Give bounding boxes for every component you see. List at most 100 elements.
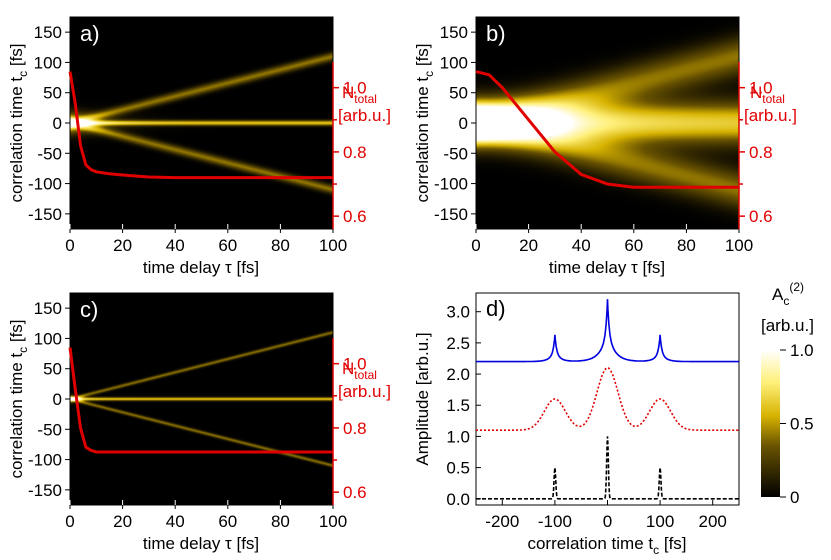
- n-total-curve-c: [68, 347, 333, 454]
- right-ticks-a: 1.0 0.8 0.6: [332, 61, 367, 229]
- y-tick-label: 1.0: [446, 427, 470, 446]
- y-ticks-c: 150 100 50 0 -50 -100 -150: [28, 299, 70, 500]
- right-axis-unit-c: [arb.u.]: [338, 382, 391, 401]
- x-tick-label: 100: [725, 236, 753, 255]
- right-axis-label-a: Ntotal: [342, 83, 377, 106]
- x-tick-label: 20: [519, 236, 538, 255]
- right-axis-unit-b: [arb.u.]: [744, 106, 797, 125]
- x-tick-label: 60: [624, 236, 643, 255]
- right-tick-label: 0.8: [343, 143, 367, 162]
- right-ticks-c: 1.0 0.8 0.6: [332, 337, 367, 505]
- right-tick-label: 0.8: [749, 143, 773, 162]
- y-tick-label: 100: [440, 53, 468, 72]
- x-ticks-b: 0 20 40 60 80 100: [471, 224, 753, 255]
- y-tick-label: -150: [28, 205, 62, 224]
- x-tick-label: 100: [319, 236, 347, 255]
- y-tick-label: 50: [43, 360, 62, 379]
- y-tick-label: 2.5: [446, 334, 470, 353]
- x-tick-label: 100: [646, 512, 674, 531]
- y-tick-label: -50: [37, 144, 62, 163]
- y-tick-label: -150: [28, 481, 62, 500]
- x-ticks-a: 0 20 40 60 80 100: [65, 224, 347, 255]
- series-line-0: [476, 299, 739, 363]
- y-tick-label: -100: [28, 451, 62, 470]
- y-ticks-a: 150 100 50 0 -50 -100 -150: [28, 23, 70, 224]
- right-axis-label-c: Ntotal: [342, 359, 377, 382]
- right-ticks-b: 1.0 0.8 0.6: [738, 61, 773, 229]
- x-tick-label: 60: [218, 512, 237, 531]
- x-tick-label: 100: [319, 512, 347, 531]
- right-tick-label: 1.0: [343, 355, 367, 374]
- colorbar-label: Ac(2): [772, 280, 804, 308]
- heatmap-a: [70, 17, 333, 229]
- x-ticks-c: 0 20 40 60 80 100: [65, 500, 347, 531]
- y-tick-label: 50: [43, 84, 62, 103]
- y-tick-label: -100: [28, 175, 62, 194]
- right-tick-label: 0.6: [343, 483, 367, 502]
- x-tick-label: 0: [65, 236, 74, 255]
- y-axis-label-c: correlation time tc [fs]: [7, 319, 30, 478]
- x-tick-label: 0: [65, 512, 74, 531]
- y-tick-label: 150: [34, 299, 62, 318]
- heatmap-c: [70, 293, 333, 505]
- y-tick-label: 100: [34, 329, 62, 348]
- y-tick-label: 0.0: [446, 490, 470, 509]
- y-tick-label: -50: [443, 144, 468, 163]
- right-tick-label: 1.0: [749, 79, 773, 98]
- y-tick-label: 0: [53, 390, 62, 409]
- x-tick-label: 20: [113, 236, 132, 255]
- right-tick-label: 0.6: [749, 207, 773, 226]
- x-axis-label-d: correlation time tc [fs]: [527, 534, 686, 557]
- panel-c: 0 20 40 60 80 100 150 100 50 0 -50 -100 -150 1.0 0.8…: [7, 292, 391, 553]
- x-tick-label: 40: [166, 512, 185, 531]
- y-tick-label: 0: [53, 114, 62, 133]
- colorbar-unit: [arb.u.]: [761, 316, 814, 335]
- x-axis-label-c: time delay τ [fs]: [143, 534, 259, 553]
- y-tick-label: 1.5: [446, 396, 470, 415]
- y-tick-label: 3.0: [446, 303, 470, 322]
- line-series-d: [476, 299, 739, 500]
- y-tick-label: 100: [34, 53, 62, 72]
- y-tick-label: -150: [434, 205, 468, 224]
- panel-b: 0 20 40 60 80 100 150 100 50 0 -50 -100 -150 1.0 0.8…: [413, 16, 797, 277]
- colorbar-ticks: 1.0 0.5 0: [780, 341, 814, 507]
- y-ticks-b: 150 100 50 0 -50 -100 -150: [434, 23, 476, 224]
- y-tick-label: 150: [440, 23, 468, 42]
- x-tick-label: 40: [572, 236, 591, 255]
- x-tick-label: 60: [218, 236, 237, 255]
- right-axis-unit-a: [arb.u.]: [338, 106, 391, 125]
- y-tick-label: 150: [34, 23, 62, 42]
- x-tick-label: 0: [603, 512, 612, 531]
- y-axis-label-a: correlation time tc [fs]: [7, 43, 30, 202]
- x-tick-label: 80: [271, 512, 290, 531]
- right-tick-label: 0.6: [343, 207, 367, 226]
- y-tick-label: 0: [459, 114, 468, 133]
- n-total-curve-a: [68, 71, 333, 180]
- x-tick-label: 80: [271, 236, 290, 255]
- x-ticks-d: -200 -100 0 100 200: [485, 500, 727, 531]
- colorbar-gradient: [761, 350, 780, 497]
- x-tick-label: 200: [699, 512, 727, 531]
- y-tick-label: -100: [434, 175, 468, 194]
- y-tick-label: 2.0: [446, 365, 470, 384]
- y-axis-label-b: correlation time tc [fs]: [413, 43, 436, 202]
- panel-label-a: a): [80, 21, 100, 46]
- x-axis-label-b: time delay τ [fs]: [549, 258, 665, 277]
- x-axis-label-a: time delay τ [fs]: [143, 258, 259, 277]
- colorbar-tick-label: 1.0: [790, 341, 814, 360]
- series-line-2: [476, 436, 739, 500]
- y-tick-label: 0.5: [446, 459, 470, 478]
- x-tick-label: -200: [485, 512, 519, 531]
- x-tick-label: 80: [677, 236, 696, 255]
- colorbar-tick-label: 0: [790, 488, 799, 507]
- right-tick-label: 0.8: [343, 419, 367, 438]
- y-tick-label: -50: [37, 420, 62, 439]
- panel-a: 0 20 40 60 80 100 150 100 50 0 -50 -100 -150 1.0 0.8…: [7, 16, 391, 277]
- colorbar-tick-label: 0.5: [790, 415, 814, 434]
- x-tick-label: 0: [471, 236, 480, 255]
- colorbar: 1.0 0.5 0 Ac(2) [arb.u.]: [761, 280, 814, 507]
- y-tick-label: 50: [449, 84, 468, 103]
- panel-label-b: b): [486, 21, 506, 46]
- n-total-curve-b: [475, 70, 739, 189]
